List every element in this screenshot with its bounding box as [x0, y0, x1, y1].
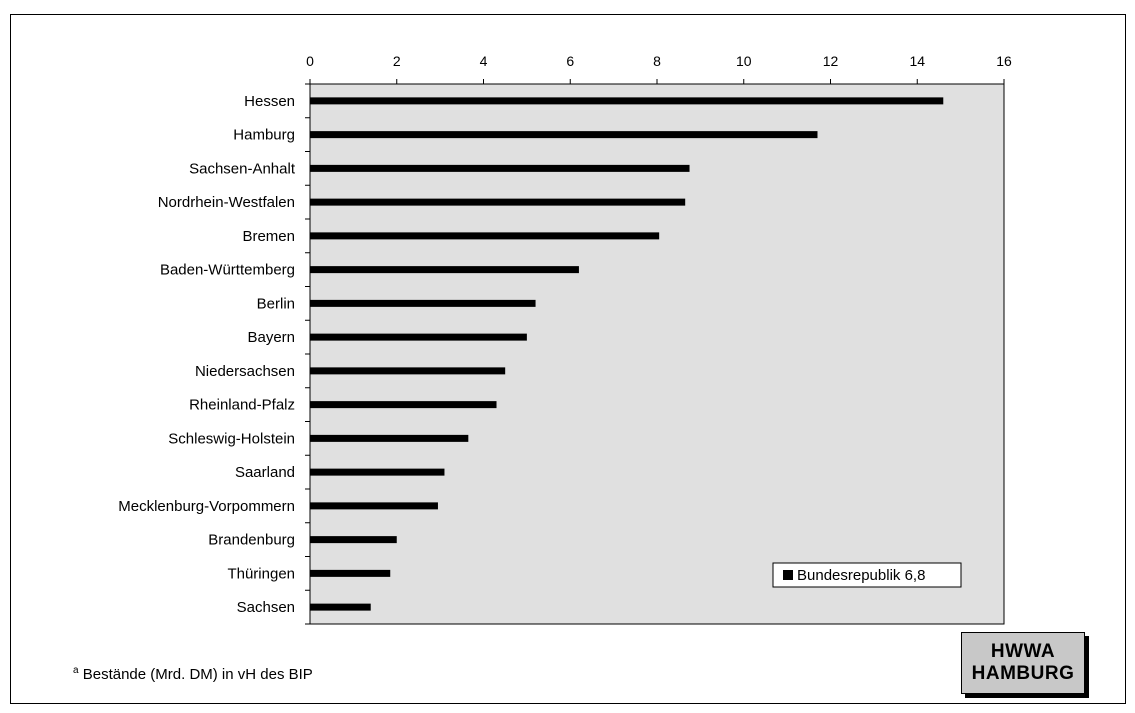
- category-label: Hamburg: [233, 127, 295, 144]
- bar: [310, 536, 397, 544]
- category-label: Mecklenburg-Vorpommern: [118, 498, 295, 515]
- footnote-marker: a: [73, 665, 79, 676]
- category-label: Bremen: [242, 228, 295, 245]
- category-label: Nordrhein-Westfalen: [158, 194, 295, 211]
- category-label: Niedersachsen: [195, 363, 295, 380]
- x-tick-label: 2: [393, 53, 401, 69]
- category-label: Sachsen: [237, 599, 295, 616]
- footnote-text: Bestände (Mrd. DM) in vH des BIP: [78, 666, 313, 683]
- bar: [310, 97, 944, 105]
- bar: [310, 401, 497, 409]
- category-label: Brandenburg: [208, 532, 295, 549]
- bar: [310, 299, 536, 307]
- bar: [310, 232, 660, 240]
- legend-box: [772, 562, 962, 588]
- bar: [310, 569, 391, 577]
- badge-line-1: HWWA: [990, 641, 1056, 662]
- bar: [310, 502, 438, 510]
- bar: [310, 367, 506, 375]
- category-label: Sachsen-Anhalt: [189, 160, 296, 177]
- x-tick-label: 6: [566, 53, 574, 69]
- category-label: Baden-Württemberg: [160, 262, 295, 279]
- x-tick-label: 16: [996, 53, 1012, 69]
- plot-area: [309, 83, 1005, 625]
- bar: [310, 603, 371, 611]
- category-label: Saarland: [235, 464, 295, 481]
- category-label: Hessen: [244, 93, 295, 110]
- bar: [310, 434, 469, 442]
- category-label: Rheinland-Pfalz: [189, 397, 295, 414]
- bar: [310, 164, 690, 172]
- bar: [310, 198, 686, 206]
- bar: [310, 266, 579, 274]
- category-label: Schleswig-Holstein: [168, 430, 295, 447]
- category-label: Berlin: [257, 295, 295, 312]
- category-label: Thüringen: [227, 565, 295, 582]
- bar: [310, 131, 818, 139]
- hwwa-logo-badge: HWWA HAMBURG: [961, 632, 1085, 694]
- bar: [310, 333, 527, 341]
- bar: [310, 468, 445, 476]
- x-tick-label: 4: [480, 53, 488, 69]
- x-tick-label: 12: [823, 53, 839, 69]
- legend-label: Bundesrepublik 6,8: [797, 567, 925, 584]
- x-tick-label: 0: [306, 53, 314, 69]
- legend-swatch: [783, 570, 793, 580]
- category-label: Bayern: [247, 329, 295, 346]
- x-tick-label: 8: [653, 53, 661, 69]
- x-tick-label: 10: [736, 53, 752, 69]
- x-tick-label: 14: [909, 53, 925, 69]
- badge-line-2: HAMBURG: [971, 663, 1075, 684]
- footnote: a Bestände (Mrd. DM) in vH des BIP: [73, 665, 313, 683]
